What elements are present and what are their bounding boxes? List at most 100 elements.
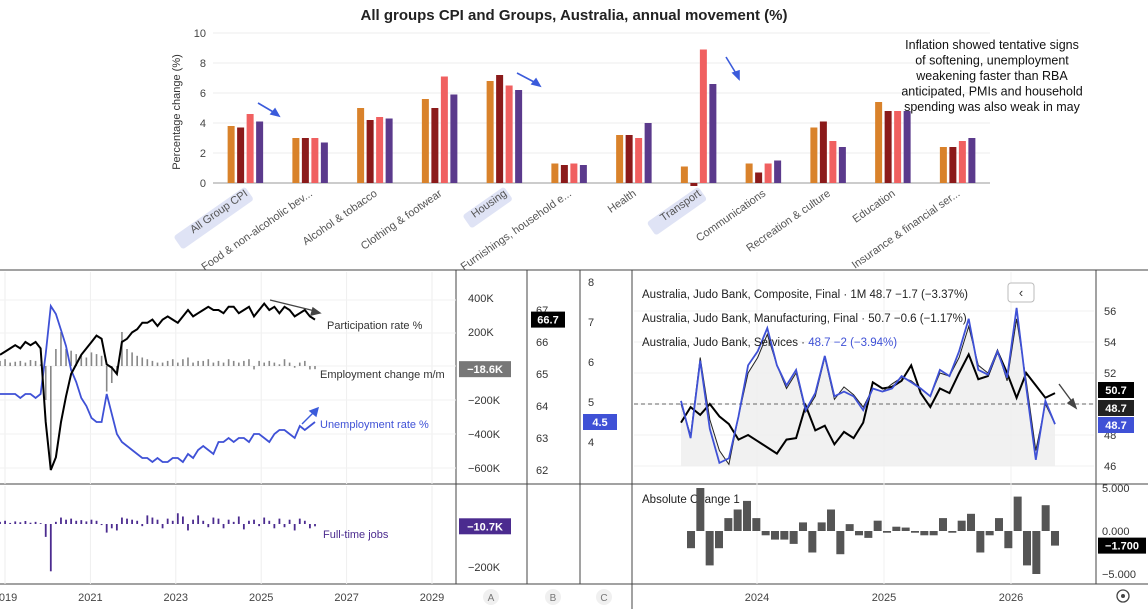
abs-change-bar bbox=[1004, 531, 1013, 549]
pmi-y-tick: 56 bbox=[1104, 306, 1116, 318]
employment-bar bbox=[243, 360, 245, 366]
fulltime-bar bbox=[258, 524, 261, 527]
cpi-y-tick: 4 bbox=[200, 118, 206, 130]
cpi-bar bbox=[579, 165, 587, 183]
abs-change-bar bbox=[957, 520, 966, 531]
fulltime-bar bbox=[278, 518, 281, 524]
cpi-bar bbox=[505, 85, 513, 183]
fulltime-bar bbox=[237, 516, 240, 524]
employment-bar bbox=[161, 362, 164, 366]
cpi-bar bbox=[292, 138, 300, 183]
cpi-bar bbox=[745, 163, 753, 183]
fulltime-bar bbox=[105, 524, 108, 533]
participation-y-tick: 64 bbox=[536, 401, 548, 413]
employment-bar bbox=[131, 352, 133, 366]
abs-change-bar bbox=[752, 518, 761, 531]
fulltime-bar bbox=[65, 519, 67, 524]
cpi-bar bbox=[690, 183, 698, 186]
abs-change-bar bbox=[920, 531, 929, 536]
employment-bar bbox=[258, 360, 260, 366]
abs-change-bar bbox=[864, 531, 873, 538]
services-last-badge-text: 48.7 bbox=[1105, 420, 1126, 432]
employment-bar bbox=[263, 362, 265, 366]
pmi-shaded-area bbox=[681, 318, 1055, 466]
employment-bar bbox=[202, 360, 205, 366]
cpi-y-tick: 6 bbox=[200, 88, 206, 100]
fulltime-bar bbox=[0, 521, 1, 524]
abs-y-tick: 0.000 bbox=[1102, 526, 1130, 538]
fulltime-bar bbox=[293, 524, 296, 531]
cpi-bar bbox=[357, 108, 365, 183]
employment-y-tick: −200K bbox=[468, 395, 501, 407]
abs-change-bar bbox=[948, 531, 957, 533]
employment-bar bbox=[9, 362, 11, 366]
panel-letter: A bbox=[488, 593, 495, 604]
employment-y-tick: −600K bbox=[468, 463, 501, 475]
employment-bar bbox=[187, 357, 189, 366]
employment-bar bbox=[288, 362, 291, 366]
abs-change-bar bbox=[929, 531, 938, 536]
manufacturing-last-badge-text: 50.7 bbox=[1105, 385, 1126, 397]
cpi-bar bbox=[819, 121, 827, 183]
fulltime-bar bbox=[44, 524, 47, 537]
fulltime-bar bbox=[49, 524, 52, 572]
employment-bar bbox=[44, 366, 47, 400]
panel-letter-badge[interactable] bbox=[483, 589, 499, 605]
participation-rate-line bbox=[0, 301, 316, 471]
participation-y-tick: 63 bbox=[536, 433, 548, 445]
fulltime-label: Full-time jobs bbox=[323, 529, 389, 541]
fulltime-bar bbox=[268, 520, 271, 524]
fulltime-bar bbox=[146, 515, 149, 524]
cpi-bar bbox=[699, 49, 707, 183]
time-x-tick: 2019 bbox=[0, 592, 17, 604]
panel-frames bbox=[0, 269, 1148, 609]
abs-change-bar bbox=[780, 531, 789, 540]
cpi-bar bbox=[320, 142, 328, 183]
employment-bar bbox=[0, 360, 1, 366]
fulltime-bar bbox=[314, 524, 316, 527]
cpi-bar bbox=[884, 111, 892, 183]
fulltime-bar bbox=[34, 521, 37, 524]
fulltime-bar bbox=[202, 520, 205, 524]
abs-change-bar bbox=[771, 531, 779, 540]
unemployment-last-badge-text: 4.5 bbox=[592, 417, 607, 429]
fulltime-bar bbox=[242, 524, 245, 530]
fulltime-bar bbox=[70, 518, 73, 524]
fulltime-bar bbox=[4, 520, 6, 524]
pmi-x-tick: 2026 bbox=[999, 592, 1023, 604]
legend-composite: Australia, Judo Bank, Composite, Final ·… bbox=[642, 289, 968, 301]
cpi-bar bbox=[774, 160, 782, 183]
employment-bar bbox=[80, 355, 83, 366]
chevron-left-icon: ‹ bbox=[1019, 285, 1023, 300]
fulltime-bar bbox=[166, 518, 169, 524]
employment-bar bbox=[207, 359, 210, 366]
cpi-bar bbox=[755, 172, 763, 183]
panel-letter-badge[interactable] bbox=[596, 589, 612, 605]
collapse-legend-button[interactable]: ‹ bbox=[1007, 282, 1035, 303]
cpi-bar bbox=[570, 163, 578, 183]
participation-label: Participation rate % bbox=[327, 320, 423, 332]
panel-letter-badge[interactable] bbox=[545, 589, 561, 605]
annotation-arrows bbox=[257, 56, 740, 118]
cpi-bar bbox=[551, 163, 559, 183]
participation-last-badge bbox=[531, 311, 565, 328]
employment-bar bbox=[60, 332, 62, 366]
time-x-tick: 2029 bbox=[420, 592, 444, 604]
cpi-bar bbox=[366, 120, 374, 183]
abs-change-bar bbox=[705, 531, 714, 566]
abs-change-bar bbox=[995, 518, 1003, 531]
employment-bar bbox=[105, 366, 108, 392]
employment-bar bbox=[24, 362, 27, 366]
participation-y-tick: 66 bbox=[536, 337, 548, 349]
abs-change-bar bbox=[817, 522, 826, 531]
cpi-bar bbox=[515, 90, 523, 183]
employment-bar bbox=[232, 360, 235, 366]
cpi-category-label: Insurance & financial ser... bbox=[850, 188, 963, 272]
employment-bar bbox=[141, 357, 144, 366]
employment-bar bbox=[126, 349, 128, 366]
legend-services: Australia, Judo Bank, Services · 48.7 −2… bbox=[642, 337, 897, 349]
arrow-head-icon bbox=[269, 107, 281, 118]
settings-button[interactable] bbox=[1116, 589, 1130, 603]
time-x-tick: 2027 bbox=[334, 592, 358, 604]
fulltime-last-badge bbox=[459, 518, 511, 535]
